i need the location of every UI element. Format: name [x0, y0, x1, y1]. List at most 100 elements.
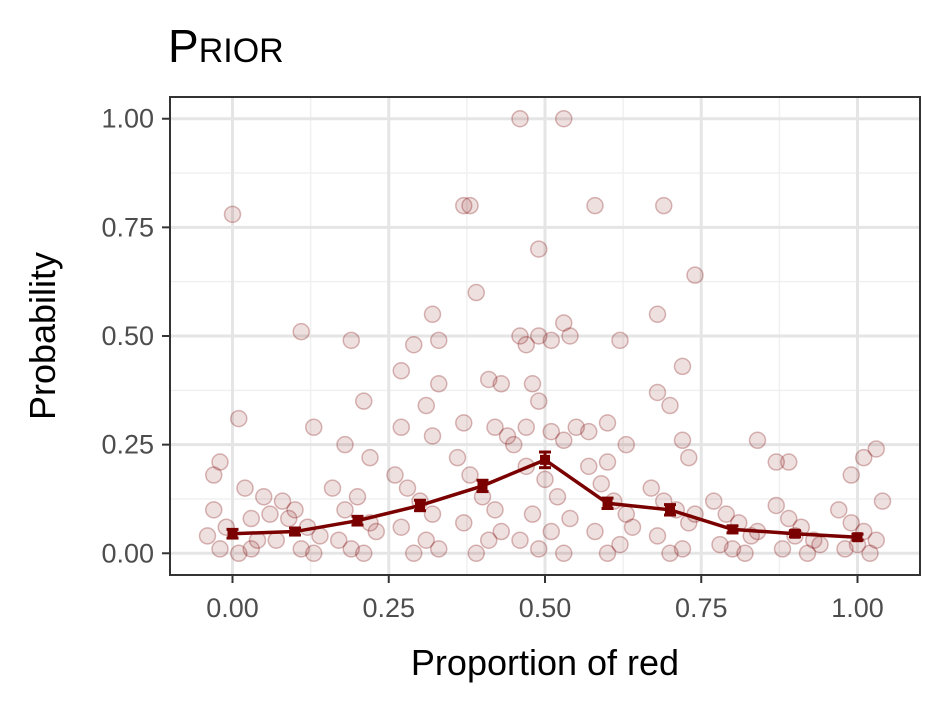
data-point: [355, 544, 373, 563]
x-tick-label: 0.25: [362, 593, 415, 623]
data-point: [392, 418, 410, 437]
chart-title: PRIOR: [168, 20, 284, 72]
scatter-points: [198, 109, 892, 563]
data-point: [580, 457, 598, 476]
data-point: [530, 392, 548, 410]
mean-point: [415, 500, 425, 511]
data-point: [542, 331, 560, 350]
data-point: [642, 479, 660, 497]
data-point: [423, 305, 442, 324]
data-point: [617, 435, 635, 454]
data-point: [723, 540, 742, 558]
data-point: [392, 362, 410, 380]
data-point: [611, 535, 629, 554]
data-point: [517, 418, 535, 437]
data-point: [555, 431, 573, 450]
mean-point: [665, 504, 675, 515]
data-point: [648, 527, 667, 545]
data-point: [205, 466, 223, 484]
data-point: [555, 314, 573, 332]
data-point: [673, 431, 692, 450]
data-point: [455, 414, 473, 432]
data-point: [598, 414, 617, 432]
data-point: [686, 266, 704, 284]
data-point: [267, 531, 285, 549]
data-point: [561, 509, 579, 528]
data-point: [342, 540, 360, 558]
data-point: [261, 505, 279, 523]
data-point: [367, 522, 385, 541]
data-point: [661, 544, 679, 563]
data-point: [530, 540, 548, 558]
data-point: [492, 375, 510, 393]
data-point: [523, 505, 542, 523]
data-point: [511, 531, 529, 549]
data-point: [417, 531, 435, 549]
grid: [170, 97, 920, 575]
data-point: [292, 322, 310, 341]
data-point: [323, 479, 342, 497]
mean-point: [477, 480, 488, 491]
data-point: [211, 540, 229, 558]
data-point: [867, 440, 885, 458]
data-point: [198, 527, 217, 545]
mean-point: [352, 515, 363, 526]
data-point: [855, 448, 873, 467]
data-point: [530, 327, 548, 345]
data-point: [336, 501, 354, 519]
data-point: [580, 422, 598, 441]
data-point: [555, 109, 573, 128]
x-axis-title: Proportion of red: [411, 642, 679, 683]
data-point: [273, 492, 292, 510]
data-point: [673, 540, 692, 558]
data-point: [242, 509, 260, 528]
data-point: [586, 522, 604, 541]
data-point: [661, 396, 679, 415]
data-point: [711, 535, 729, 554]
data-point: [448, 448, 467, 467]
data-point: [548, 488, 567, 506]
data-point: [780, 509, 798, 528]
data-point: [523, 375, 542, 393]
data-point: [430, 331, 448, 350]
data-point: [230, 544, 248, 563]
data-point: [586, 196, 604, 215]
y-tick-label: 0.75: [101, 212, 154, 242]
data-point: [655, 196, 673, 215]
data-point: [423, 505, 442, 523]
mean-point: [790, 528, 800, 539]
mean-point: [290, 526, 300, 537]
data-point: [598, 453, 617, 471]
x-tick-label: 0.00: [206, 593, 259, 623]
data-point: [230, 409, 248, 428]
axes: 0.00 0.25 0.50 0.75 1.00 0.00 0.25 0.50 0.75 1.00: [101, 104, 883, 623]
data-point: [648, 305, 667, 324]
data-point: [867, 531, 885, 549]
data-point: [592, 474, 610, 493]
data-point: [798, 544, 817, 563]
data-point: [398, 479, 417, 497]
data-point: [455, 196, 473, 215]
data-point: [680, 448, 698, 467]
data-point: [511, 109, 529, 128]
data-point: [561, 327, 579, 345]
data-point: [330, 531, 348, 549]
data-point: [311, 527, 329, 545]
data-point: [536, 470, 554, 489]
data-point: [430, 375, 448, 393]
y-tick-label: 0.25: [101, 430, 154, 460]
data-point: [492, 522, 510, 541]
data-point: [486, 501, 504, 519]
y-tick-label: 0.50: [101, 321, 154, 351]
data-point: [467, 283, 485, 302]
data-point: [598, 544, 617, 563]
data-point: [511, 327, 529, 345]
x-tick-label: 1.00: [831, 593, 884, 623]
data-point: [480, 531, 498, 549]
y-tick-label: 1.00: [101, 104, 154, 134]
data-point: [673, 357, 692, 376]
data-point: [861, 544, 879, 563]
data-point: [717, 505, 735, 523]
mean-point: [727, 524, 738, 535]
data-point: [780, 453, 798, 471]
